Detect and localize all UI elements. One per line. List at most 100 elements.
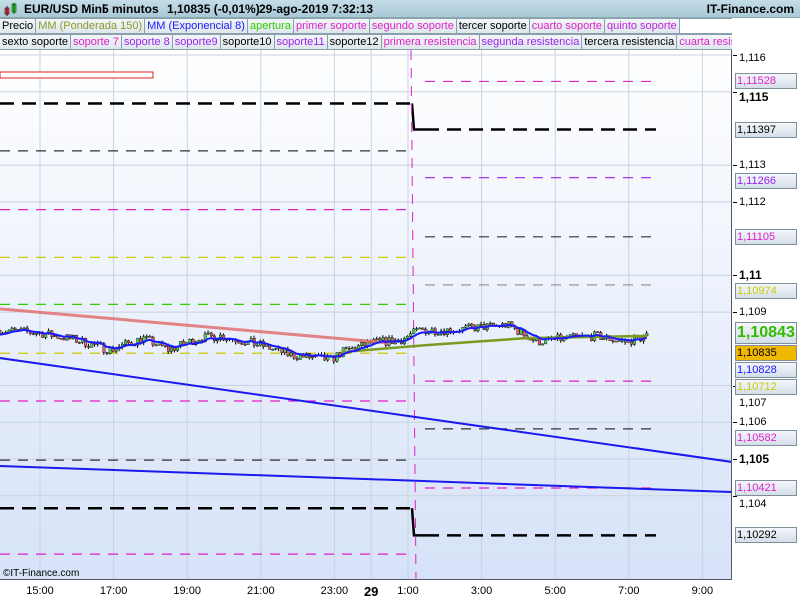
candle-body [108, 347, 112, 354]
candle-body [87, 346, 91, 348]
price-tick-label: 1,107 [739, 396, 767, 409]
trendline [0, 464, 731, 494]
legend-item[interactable]: soporte12 [327, 34, 382, 50]
candle-body [255, 344, 259, 347]
legend-item[interactable]: MM (Exponencial 8) [145, 18, 248, 34]
candle-body [145, 336, 149, 338]
time-tick-label: 19:00 [173, 585, 201, 597]
trendline [0, 357, 731, 463]
legend-item[interactable]: sexto soporte [0, 34, 72, 50]
legend-row-1: Precio MM (Ponderada 150) MM (Exponencial … [0, 18, 732, 34]
candle-body [418, 327, 422, 330]
candle-body [350, 347, 354, 350]
legend-item[interactable]: segunda resistencia [479, 34, 583, 50]
candle-body [203, 333, 207, 342]
current-price-label: 1,10843 [735, 321, 797, 344]
candle-body [35, 333, 39, 335]
time-tick-label: 7:00 [618, 585, 640, 597]
price-tick-mark [733, 91, 737, 93]
chart-canvas [0, 50, 731, 579]
price-tick-mark [733, 275, 737, 277]
candle-body [188, 339, 192, 343]
price-chart[interactable] [0, 50, 732, 580]
candle-body [53, 335, 57, 337]
candle-body [421, 327, 425, 330]
legend-item[interactable]: MM (Ponderada 150) [36, 18, 146, 34]
candle-body [90, 342, 94, 348]
candle-body [360, 342, 364, 346]
legend-item[interactable]: tercera resistencia [582, 34, 678, 50]
candle-body [154, 344, 158, 347]
symbol-name: EUR/USD Mini [24, 2, 106, 16]
legend-item[interactable]: soporte 7 [71, 34, 122, 50]
time-tick-label: 9:00 [691, 585, 714, 597]
candle-body [22, 327, 26, 330]
title-bar: EUR/USD Mini 5 minutos 1,10835 (-0,01%) … [0, 0, 800, 18]
price-level-label: 1,10292 [735, 527, 797, 544]
candle-body [102, 343, 106, 353]
candle-body [13, 327, 17, 330]
candle-body [237, 341, 241, 344]
candle-body [163, 345, 167, 347]
legend-item[interactable]: quinto soporte [605, 18, 680, 34]
candle-body [286, 348, 290, 356]
candle-body [10, 327, 14, 331]
price-level-label: 1,11397 [735, 121, 797, 138]
interval[interactable]: 5 minutos [102, 2, 159, 16]
legend-item[interactable]: soporte9 [172, 34, 221, 50]
price-tick-label: 1,116 [739, 52, 766, 64]
price-level-label: 1,10582 [735, 430, 797, 447]
candle-body [127, 340, 131, 343]
legend-item[interactable]: apertura [247, 18, 294, 34]
candle-body [323, 354, 327, 361]
candle-body [136, 337, 140, 346]
candle-body [571, 333, 575, 336]
candle-body [206, 332, 210, 335]
legend-item[interactable]: cuarta resistencia [677, 34, 732, 50]
candle-body [182, 340, 186, 345]
price-level-label: 1,10712 [735, 378, 797, 395]
candle-body [274, 348, 278, 350]
legend-item[interactable]: segundo soporte [369, 18, 457, 34]
wma-150-line [0, 307, 390, 345]
ema-8-line [0, 323, 647, 359]
legend-item[interactable]: Precio [0, 18, 37, 34]
candlestick-logo-icon [4, 3, 17, 16]
legend-item[interactable]: tercer soporte [456, 18, 530, 34]
legend-empty-slot [679, 18, 732, 34]
quote: 1,10835 (-0,01%) [167, 2, 260, 16]
price-tick-label: 1,112 [739, 195, 766, 208]
candle-body [32, 333, 35, 335]
legend-item[interactable]: soporte10 [220, 34, 275, 50]
price-tick-label: 1,11 [739, 268, 762, 283]
price-tick-mark [733, 495, 737, 497]
candle-body [216, 339, 219, 342]
candle-body [479, 324, 483, 326]
candle-body [347, 348, 351, 350]
price-tick-label: 1,106 [739, 416, 767, 429]
price-level-label: 1,11266 [735, 173, 797, 190]
candle-body [332, 355, 336, 362]
price-tick-mark [733, 55, 737, 56]
price-level-label: 1,10828 [735, 361, 797, 378]
candle-body [531, 338, 535, 341]
candle-body [311, 356, 315, 359]
candle-body [124, 340, 127, 345]
candle-body [470, 323, 474, 327]
copyright: ©IT-Finance.com [3, 568, 80, 579]
price-tick-mark [733, 165, 737, 167]
candle-body [298, 354, 302, 360]
legend-item[interactable]: soporte 8 [121, 34, 173, 50]
day-separator [410, 50, 417, 579]
price-level-label: 1,10835 [735, 344, 797, 361]
candle-body [62, 338, 66, 341]
legend-item[interactable]: primer soporte [293, 18, 370, 34]
candle-body [464, 325, 468, 328]
wma-150-line-today [341, 334, 648, 354]
legend-item[interactable]: soporte11 [274, 34, 328, 50]
price-tick-label: 1,104 [739, 498, 767, 510]
time-tick-label: 17:00 [99, 585, 128, 597]
legend-item[interactable]: cuarto soporte [529, 18, 606, 34]
candle-body [381, 337, 385, 341]
legend-item[interactable]: primera resistencia [381, 34, 480, 50]
